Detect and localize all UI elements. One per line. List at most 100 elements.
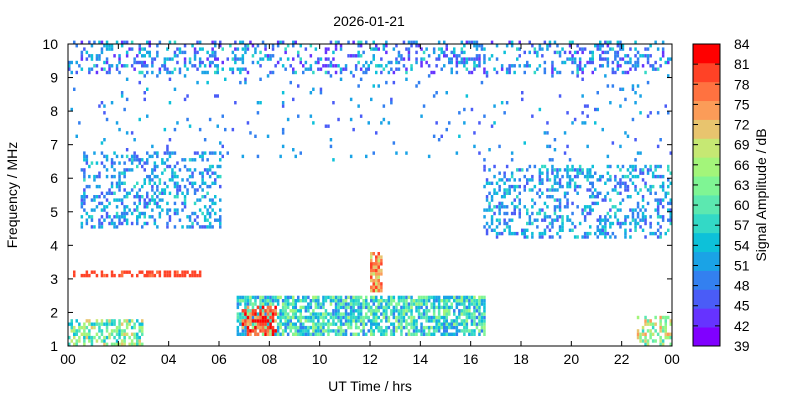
heatmap-cell — [161, 171, 164, 175]
heatmap-cell — [80, 215, 84, 219]
heatmap-cell — [259, 325, 262, 330]
heatmap-cell — [292, 315, 295, 320]
heatmap-cell — [498, 171, 501, 175]
heatmap-cell — [636, 205, 640, 209]
heatmap-cell — [380, 319, 383, 323]
heatmap-cell — [354, 302, 358, 306]
heatmap-cell — [568, 184, 572, 189]
heatmap-cell — [556, 205, 559, 209]
heatmap-cell — [317, 315, 320, 320]
heatmap-cell — [669, 211, 672, 216]
heatmap-cell — [583, 208, 587, 212]
heatmap-cell — [667, 178, 670, 182]
heatmap-cell — [105, 57, 109, 61]
heatmap-cell — [125, 97, 129, 102]
heatmap-cell — [115, 215, 119, 219]
heatmap-cell — [73, 335, 76, 340]
heatmap-cell — [483, 329, 486, 333]
heatmap-cell — [266, 134, 270, 138]
heatmap-cell — [312, 319, 315, 323]
heatmap-cell — [259, 329, 262, 333]
heatmap-cell — [100, 101, 104, 105]
heatmap-cell — [307, 332, 310, 336]
heatmap-cell — [505, 211, 509, 216]
heatmap-cell — [354, 67, 358, 71]
heatmap-cell — [161, 198, 164, 202]
heatmap-cell — [281, 329, 285, 333]
heatmap-cell — [80, 332, 84, 336]
heatmap-cell — [289, 325, 292, 330]
heatmap-cell — [158, 70, 162, 75]
heatmap-cell — [239, 70, 242, 75]
heatmap-cell — [173, 127, 177, 132]
heatmap-cell — [458, 111, 461, 115]
heatmap-cell — [551, 188, 554, 192]
heatmap-cell — [365, 315, 368, 320]
heatmap-cell — [261, 295, 265, 300]
heatmap-cell — [551, 218, 554, 222]
heatmap-cell — [601, 64, 604, 68]
heatmap-cell — [319, 322, 323, 326]
heatmap-cell — [125, 195, 129, 199]
heatmap-cell — [259, 305, 262, 310]
heatmap-cell — [458, 315, 461, 320]
heatmap-cell — [284, 295, 287, 300]
heatmap-cell — [591, 57, 594, 61]
heatmap-cell — [239, 319, 242, 323]
heatmap-cell — [410, 322, 413, 326]
heatmap-cell — [304, 319, 308, 323]
heatmap-cell — [294, 305, 297, 310]
heatmap-cell — [377, 258, 380, 263]
heatmap-cell — [221, 47, 224, 51]
heatmap-cell — [188, 181, 192, 185]
heatmap-cell — [443, 54, 446, 58]
heatmap-cell — [249, 322, 252, 326]
heatmap-cell — [455, 332, 459, 336]
heatmap-cell — [73, 40, 76, 44]
heatmap-cell — [664, 322, 667, 326]
heatmap-cell — [503, 221, 506, 226]
heatmap-cell — [138, 158, 141, 162]
heatmap-cell — [312, 315, 315, 320]
heatmap-cell — [100, 322, 104, 326]
heatmap-cell — [151, 270, 154, 274]
heatmap-cell — [664, 335, 667, 340]
heatmap-cell — [317, 302, 320, 306]
heatmap-cell — [400, 299, 403, 303]
heatmap-cell — [621, 164, 625, 169]
heatmap-cell — [422, 315, 426, 320]
heatmap-cell — [196, 50, 199, 55]
x-tick-label: 08 — [262, 351, 278, 367]
heatmap-cell — [138, 335, 141, 340]
heatmap-cell — [319, 305, 323, 310]
heatmap-cell — [83, 332, 86, 336]
heatmap-cell — [349, 70, 353, 75]
heatmap-cell — [616, 208, 620, 212]
heatmap-cell — [208, 174, 212, 179]
heatmap-cell — [609, 221, 612, 226]
heatmap-cell — [551, 67, 554, 71]
heatmap-cell — [405, 47, 408, 51]
heatmap-cell — [641, 332, 645, 336]
heatmap-cell — [505, 205, 509, 209]
heatmap-cell — [269, 315, 272, 320]
heatmap-cell — [171, 168, 174, 172]
heatmap-cell — [349, 299, 353, 303]
heatmap-cell — [216, 174, 219, 179]
heatmap-cell — [156, 184, 159, 189]
heatmap-cell — [322, 319, 325, 323]
heatmap-cell — [141, 329, 144, 333]
heatmap-cell — [470, 332, 474, 336]
heatmap-cell — [659, 325, 662, 330]
heatmap-cell — [641, 205, 645, 209]
heatmap-cell — [480, 302, 484, 306]
heatmap-cell — [526, 60, 529, 65]
heatmap-cell — [130, 47, 134, 51]
heatmap-cell — [148, 40, 151, 44]
heatmap-cell — [307, 302, 310, 306]
heatmap-cell — [367, 64, 370, 68]
heatmap-cell — [151, 178, 154, 182]
heatmap-cell — [329, 60, 333, 65]
heatmap-cell — [626, 174, 630, 179]
heatmap-cell — [372, 57, 375, 61]
